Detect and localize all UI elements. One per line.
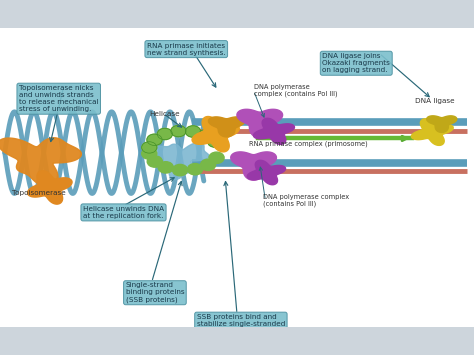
Text: RNA primase complex (primosome): RNA primase complex (primosome) [249,141,368,147]
Circle shape [201,159,216,170]
Text: DNA polymerase complex
(contains Pol III): DNA polymerase complex (contains Pol III… [263,194,349,207]
Text: Single-strand
binding proteins
(SSB proteins): Single-strand binding proteins (SSB prot… [126,282,184,303]
Text: DNA polymerase
complex (contains Pol III): DNA polymerase complex (contains Pol III… [254,84,337,97]
Circle shape [171,125,186,137]
Polygon shape [148,142,209,180]
Text: RNA primase initiates
new strand synthesis.: RNA primase initiates new strand synthes… [147,43,226,56]
Text: DNA ligase joins
Okazaki fragments
on lagging strand.: DNA ligase joins Okazaki fragments on la… [322,53,390,73]
Circle shape [209,152,224,163]
Circle shape [142,148,157,159]
Circle shape [173,164,188,176]
Circle shape [208,136,223,147]
Text: DNA ligase: DNA ligase [415,98,455,104]
Text: Helicase: Helicase [149,111,180,116]
Polygon shape [0,138,82,187]
FancyBboxPatch shape [0,327,474,355]
Polygon shape [247,160,285,185]
Polygon shape [254,118,294,144]
Text: Topoisomerase nicks
and unwinds strands
to release mechanical
stress of unwindin: Topoisomerase nicks and unwinds strands … [19,85,99,112]
Text: Helicase unwinds DNA
at the replication fork.: Helicase unwinds DNA at the replication … [83,206,164,219]
FancyBboxPatch shape [0,0,474,28]
Circle shape [157,128,173,140]
Polygon shape [231,152,276,180]
Polygon shape [427,116,457,132]
Polygon shape [209,117,245,137]
FancyBboxPatch shape [0,28,474,327]
Polygon shape [411,119,453,146]
Circle shape [158,162,173,173]
Text: SSB proteins bind and
stabilize single-stranded
DNA at replication fork.: SSB proteins bind and stabilize single-s… [197,314,285,334]
Circle shape [147,156,163,167]
Polygon shape [27,171,72,204]
Polygon shape [192,116,239,152]
Circle shape [188,164,203,175]
Circle shape [147,134,162,146]
Circle shape [185,126,201,137]
Circle shape [199,130,214,141]
Text: Topoisomerase: Topoisomerase [12,191,65,196]
Circle shape [142,142,157,153]
Polygon shape [237,109,283,138]
